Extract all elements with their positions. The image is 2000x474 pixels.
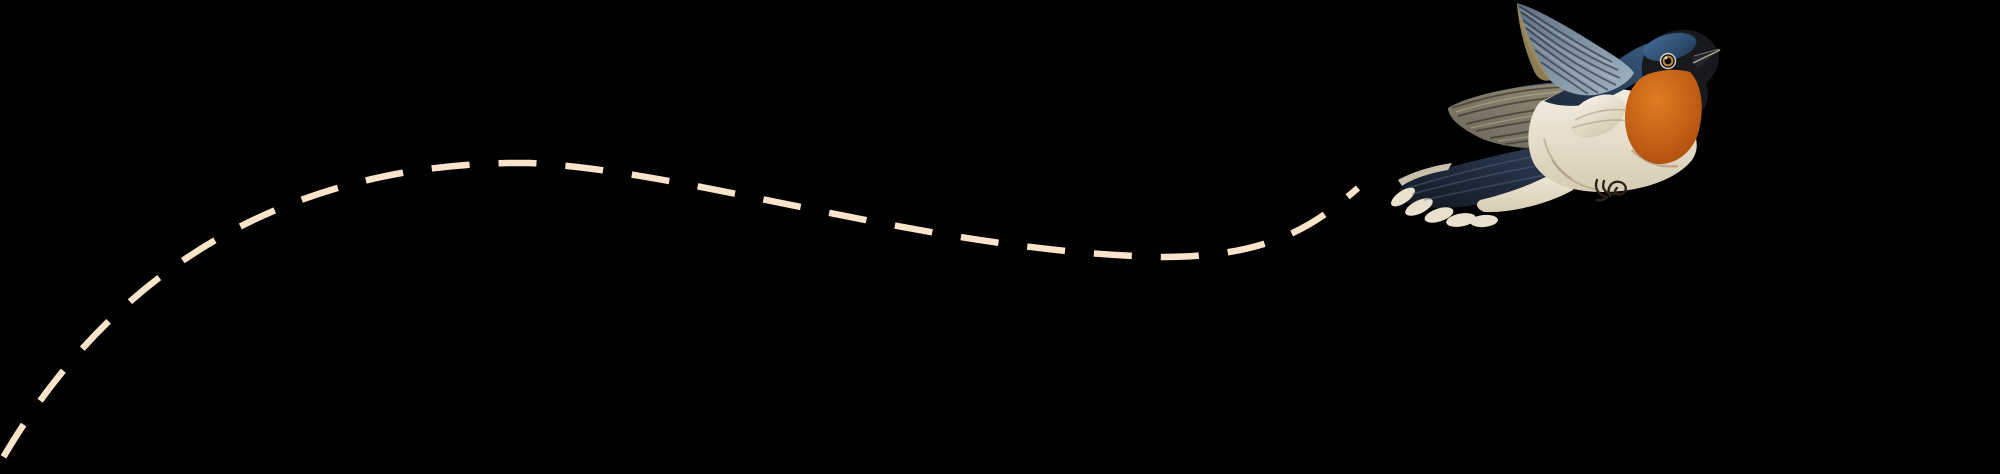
eye-pupil — [1665, 58, 1671, 64]
bird-beak-gape-line — [1692, 49, 1721, 64]
foot-curl — [1607, 180, 1627, 198]
tail-tip — [1391, 187, 1415, 207]
bird-eye — [1659, 52, 1677, 70]
feather-line — [1531, 42, 1604, 92]
eye-ring — [1659, 52, 1677, 70]
feather-line — [1525, 27, 1617, 86]
feather-line — [1523, 23, 1619, 82]
bird-tail-outer-edge — [1398, 163, 1452, 186]
eye-glint — [1664, 56, 1668, 60]
bird-tail-tips — [1391, 187, 1498, 228]
bird-chest — [1624, 69, 1702, 164]
feather-line — [1519, 8, 1616, 67]
feather-line — [1522, 19, 1621, 79]
feather-line — [1518, 5, 1613, 63]
bird-upper-wing-highlights — [1519, 8, 1619, 92]
tail-tip — [1424, 207, 1454, 223]
tail-tip — [1470, 214, 1498, 228]
bird-beak-ridge-line — [1693, 48, 1720, 57]
feather-line — [1543, 137, 1573, 180]
bird-illustration — [1391, 3, 1722, 228]
bird-belly-shading — [1543, 137, 1599, 191]
bird-chest-shade-line — [1631, 149, 1679, 168]
foot-toe — [1601, 179, 1616, 196]
foot-toe — [1594, 178, 1609, 199]
bird-feet — [1594, 178, 1627, 202]
feather-line — [1551, 159, 1599, 191]
bird-upper-wing-striations — [1518, 5, 1621, 95]
feather-line — [1529, 37, 1609, 91]
feather-line — [1574, 108, 1626, 121]
feather-line — [1520, 11, 1619, 71]
bird-scapular-streaks — [1571, 108, 1629, 129]
feather-line — [1534, 49, 1599, 94]
eye-iris — [1662, 55, 1674, 67]
bird-crown — [1643, 32, 1697, 62]
bird-scapulars — [1568, 94, 1626, 138]
feather-line — [1571, 119, 1629, 129]
tail-tip — [1405, 198, 1433, 216]
feather-line — [1540, 61, 1589, 95]
bird-upper-wing-tan-edge — [1517, 3, 1551, 81]
tail-tip — [1446, 213, 1476, 227]
flight-path-dashed-line — [0, 159, 1361, 470]
foot-claw — [1595, 195, 1609, 202]
